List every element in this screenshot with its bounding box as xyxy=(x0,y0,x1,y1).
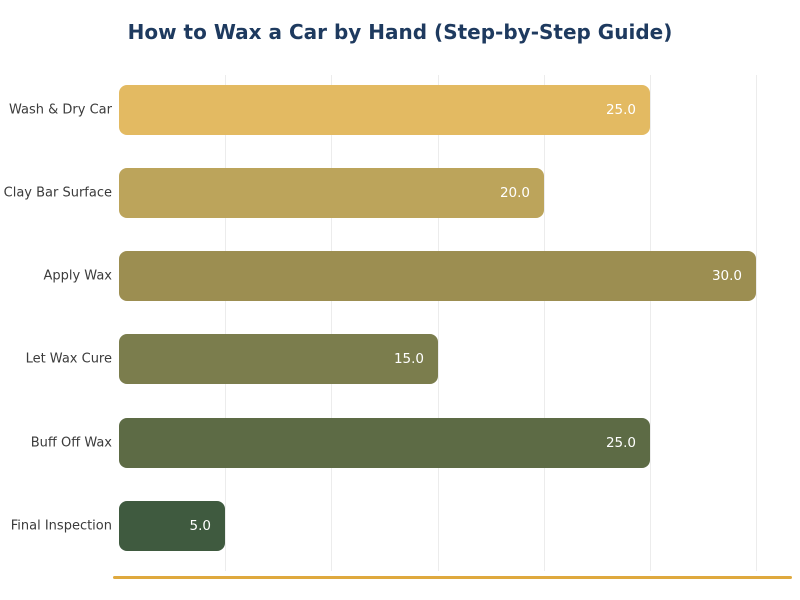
bar: 5.0 xyxy=(119,501,225,551)
bar-value-label: 25.0 xyxy=(605,102,636,118)
bar-value-label: 25.0 xyxy=(605,435,636,451)
bar: 25.0 xyxy=(119,85,650,135)
category-label: Buff Off Wax xyxy=(30,435,112,451)
bar-value-label: 5.0 xyxy=(189,518,211,534)
bar-value-label: 15.0 xyxy=(393,351,424,367)
gridline xyxy=(756,75,757,571)
category-label: Apply Wax xyxy=(43,268,112,284)
bar: 20.0 xyxy=(119,168,544,218)
bar-value-label: 30.0 xyxy=(711,268,742,284)
gridline xyxy=(544,75,545,571)
category-label: Final Inspection xyxy=(10,518,112,534)
bar: 30.0 xyxy=(119,251,756,301)
category-label: Wash & Dry Car xyxy=(9,102,112,118)
category-label: Let Wax Cure xyxy=(25,351,112,367)
plot-area: 25.0 20.0 30.0 15.0 25.0 5.0 xyxy=(119,75,790,571)
gridline xyxy=(331,75,332,571)
gridline xyxy=(650,75,651,571)
x-axis-line xyxy=(113,576,792,579)
gridline xyxy=(438,75,439,571)
gridline xyxy=(225,75,226,571)
bar: 15.0 xyxy=(119,334,438,384)
category-label: Clay Bar Surface xyxy=(3,185,112,201)
chart-title: How to Wax a Car by Hand (Step-by-Step G… xyxy=(127,20,673,44)
bar: 25.0 xyxy=(119,418,650,468)
bar-value-label: 20.0 xyxy=(499,185,530,201)
